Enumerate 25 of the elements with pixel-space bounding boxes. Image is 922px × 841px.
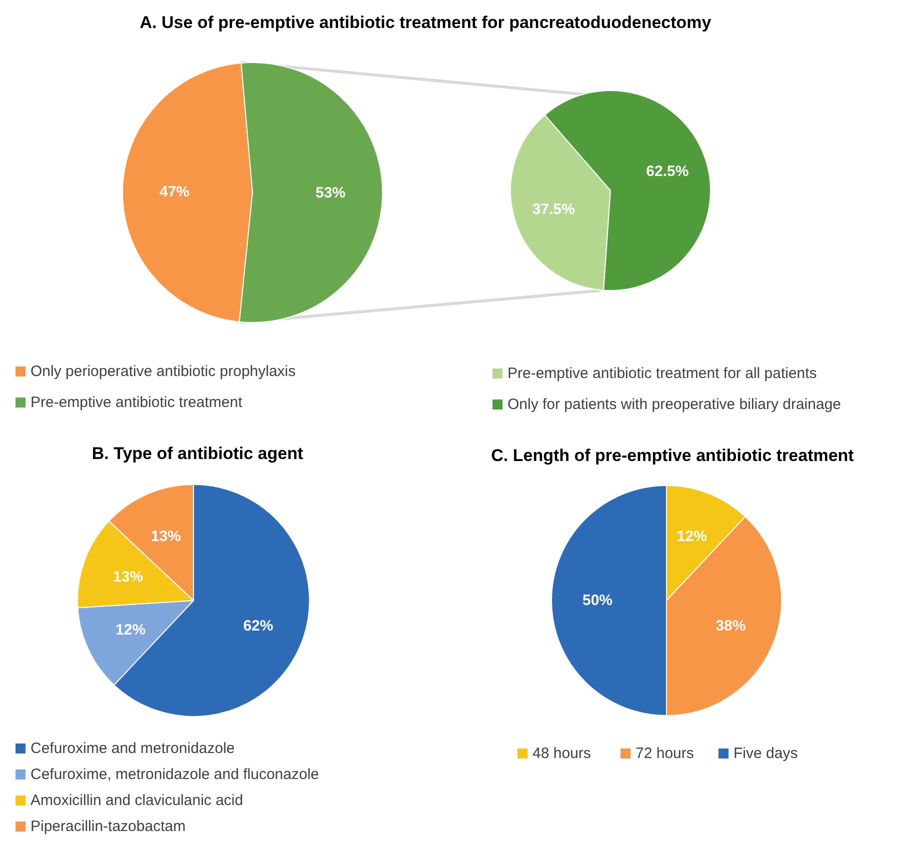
data-label: 50% <box>582 592 613 609</box>
legend-label: Amoxicillin and claviculanic acid <box>30 792 244 809</box>
data-label: 38% <box>716 617 746 634</box>
chart-title: C. Length of pre-emptive antibiotic treatment <box>491 446 854 465</box>
data-label: 37.5% <box>532 201 575 218</box>
legend-label: Only for patients with preoperative biliary drainage <box>508 396 842 413</box>
legend-label: Pre-emptive antibiotic treatment for all patients <box>508 365 817 382</box>
legend-label: 48 hours <box>532 745 591 762</box>
legend-label: Pre-emptive antibiotic treatment <box>30 394 244 411</box>
data-label: 13% <box>150 528 181 546</box>
data-label: 53% <box>315 184 346 202</box>
legend-label: Piperacillin-tazobactam <box>30 818 186 835</box>
legend-label: Cefuroxime, metronidazole and fluconazole <box>30 766 319 783</box>
data-label: 47% <box>159 183 190 200</box>
data-label: 12% <box>116 622 146 639</box>
legend-label: Only perioperative antibiotic prophylaxis <box>30 363 296 380</box>
data-label: 62% <box>243 618 274 635</box>
data-label: 62.5% <box>646 162 689 180</box>
text: A. Use of pre-emptive antibiotic treatment for pancreatoduodenectomy <box>140 13 712 32</box>
data-label: 12% <box>676 528 707 545</box>
chart-title: B. Type of antibiotic agent <box>92 444 304 463</box>
legend-label: Cefuroxime and metronidazole <box>30 740 235 757</box>
legend-label: 72 hours <box>636 745 694 762</box>
data-label: 13% <box>113 568 144 586</box>
legend-label: Five days <box>734 745 798 762</box>
